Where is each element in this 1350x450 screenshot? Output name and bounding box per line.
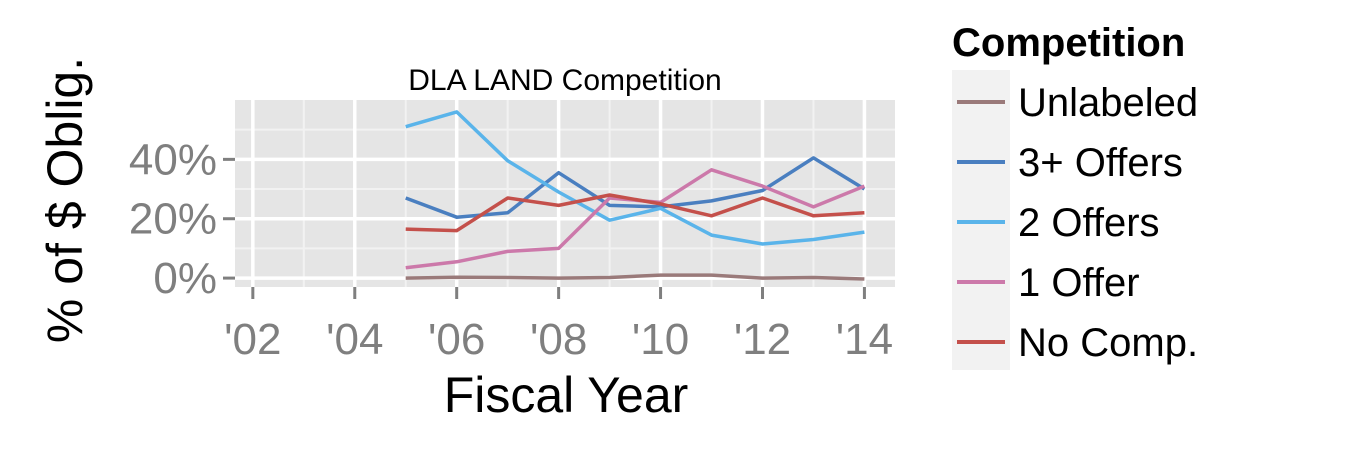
x-axis-label: Fiscal Year bbox=[444, 367, 689, 423]
x-tick-label: '08 bbox=[530, 315, 587, 364]
x-tick-label: '10 bbox=[632, 315, 689, 364]
legend: Unlabeled 3+ Offers 2 Offers 1 Offer No Comp… bbox=[957, 81, 1198, 365]
x-tick-label: '14 bbox=[836, 315, 893, 364]
legend-label-unlabeled: Unlabeled bbox=[1018, 81, 1198, 125]
series-line-no-comp bbox=[405, 193, 865, 233]
legend-label-1-offer: 1 Offer bbox=[1018, 261, 1140, 305]
chart-title: DLA LAND Competition bbox=[408, 64, 721, 97]
y-tick-label: 0% bbox=[153, 254, 217, 303]
minor-gridlines-y bbox=[235, 128, 895, 250]
x-tick-label: '12 bbox=[734, 315, 791, 364]
series-line-2-offers bbox=[405, 110, 865, 246]
y-tick-label: 40% bbox=[129, 135, 217, 184]
major-gridlines-x bbox=[251, 100, 867, 287]
y-tick-label: 20% bbox=[129, 195, 217, 244]
legend-label-3-offers: 3+ Offers bbox=[1018, 141, 1183, 185]
series-line-unlabeled bbox=[405, 273, 865, 281]
y-axis-ticks: 0% 20% 40% bbox=[129, 135, 235, 303]
x-tick-label: '02 bbox=[224, 315, 281, 364]
series-lines bbox=[405, 110, 866, 281]
x-tick-label: '04 bbox=[326, 315, 383, 364]
legend-title: Competition bbox=[952, 21, 1185, 65]
x-axis-ticks: '02 '04 '06 '08 '10 '12 '14 bbox=[224, 287, 893, 364]
plot-panel bbox=[235, 100, 895, 287]
y-axis-label: % of $ Oblig. bbox=[37, 57, 93, 343]
x-tick-label: '06 bbox=[428, 315, 485, 364]
legend-label-no-comp: No Comp. bbox=[1018, 321, 1198, 365]
legend-label-2-offers: 2 Offers bbox=[1018, 201, 1160, 245]
